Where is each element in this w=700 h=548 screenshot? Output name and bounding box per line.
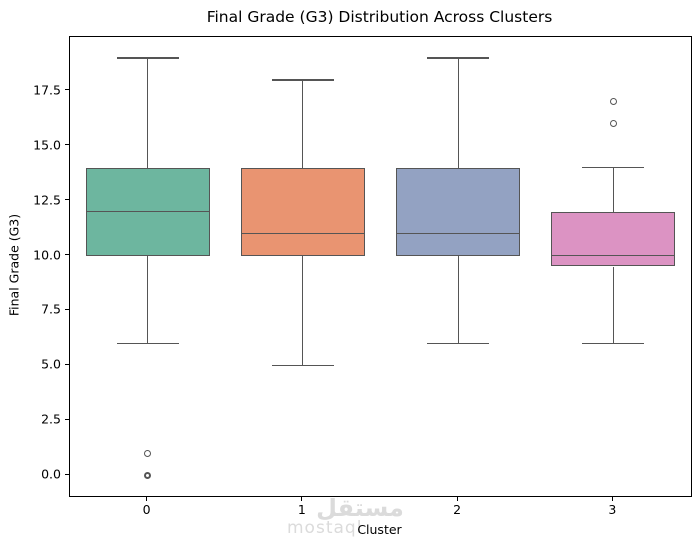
y-tick-label: 7.5 xyxy=(41,301,61,317)
outlier-point-cluster-0 xyxy=(144,449,152,457)
whisker-cap-bottom-cluster-2 xyxy=(427,342,490,345)
box-cluster-3 xyxy=(551,211,676,267)
y-tick-label: 10.0 xyxy=(33,247,61,263)
whisker-cap-top-cluster-1 xyxy=(271,79,334,81)
whisker-cap-top-cluster-0 xyxy=(116,57,179,59)
y-tick-label: 12.5 xyxy=(33,192,61,208)
y-tick-mark xyxy=(65,254,69,256)
x-tick-label: 3 xyxy=(608,502,617,517)
y-tick-mark xyxy=(65,308,69,310)
x-tick-label: 0 xyxy=(142,502,151,517)
box-cluster-2 xyxy=(396,167,521,256)
whisker-lower-cluster-0 xyxy=(147,255,149,344)
whisker-cap-bottom-cluster-3 xyxy=(582,342,645,345)
x-tick-mark xyxy=(301,497,303,501)
y-tick-label: 5.0 xyxy=(41,356,61,372)
whisker-lower-cluster-3 xyxy=(612,266,614,344)
outlier-point-cluster-3 xyxy=(609,98,617,106)
x-axis-label: Cluster xyxy=(357,522,402,537)
x-tick-mark xyxy=(456,497,458,501)
x-tick-label: 1 xyxy=(297,502,306,517)
y-tick-mark xyxy=(65,89,69,91)
y-tick-mark xyxy=(65,473,69,475)
chart-title: Final Grade (G3) Distribution Across Clu… xyxy=(206,8,553,26)
whisker-lower-cluster-1 xyxy=(302,255,304,366)
whisker-cap-bottom-cluster-0 xyxy=(116,342,179,345)
plot-area xyxy=(69,36,692,497)
box-cluster-1 xyxy=(240,167,365,256)
whisker-lower-cluster-2 xyxy=(457,255,459,344)
x-tick-mark xyxy=(611,497,613,501)
whisker-cap-top-cluster-3 xyxy=(582,166,645,169)
y-tick-label: 15.0 xyxy=(33,137,61,153)
median-line-cluster-2 xyxy=(396,232,521,235)
median-line-cluster-0 xyxy=(85,210,210,213)
median-line-cluster-1 xyxy=(240,232,365,235)
y-tick-mark xyxy=(65,363,69,365)
y-tick-mark xyxy=(65,418,69,420)
outlier-point-cluster-3 xyxy=(609,120,617,128)
x-tick-mark xyxy=(146,497,148,501)
whisker-cap-top-cluster-2 xyxy=(427,57,490,59)
y-tick-label: 17.5 xyxy=(33,82,61,98)
y-tick-mark xyxy=(65,199,69,201)
y-tick-mark xyxy=(65,144,69,146)
whisker-upper-cluster-1 xyxy=(302,79,304,168)
whisker-upper-cluster-0 xyxy=(147,57,149,168)
whisker-upper-cluster-2 xyxy=(457,57,459,168)
watermark-arabic-text: مستقل xyxy=(316,494,404,522)
whisker-cap-bottom-cluster-1 xyxy=(271,364,334,367)
y-tick-label: 2.5 xyxy=(41,411,61,427)
whisker-upper-cluster-3 xyxy=(612,167,614,212)
median-line-cluster-3 xyxy=(551,254,676,257)
outlier-point-cluster-0 xyxy=(144,471,152,479)
x-tick-label: 2 xyxy=(453,502,462,517)
y-axis-label: Final Grade (G3) xyxy=(6,213,22,317)
y-tick-label: 0.0 xyxy=(41,466,61,482)
